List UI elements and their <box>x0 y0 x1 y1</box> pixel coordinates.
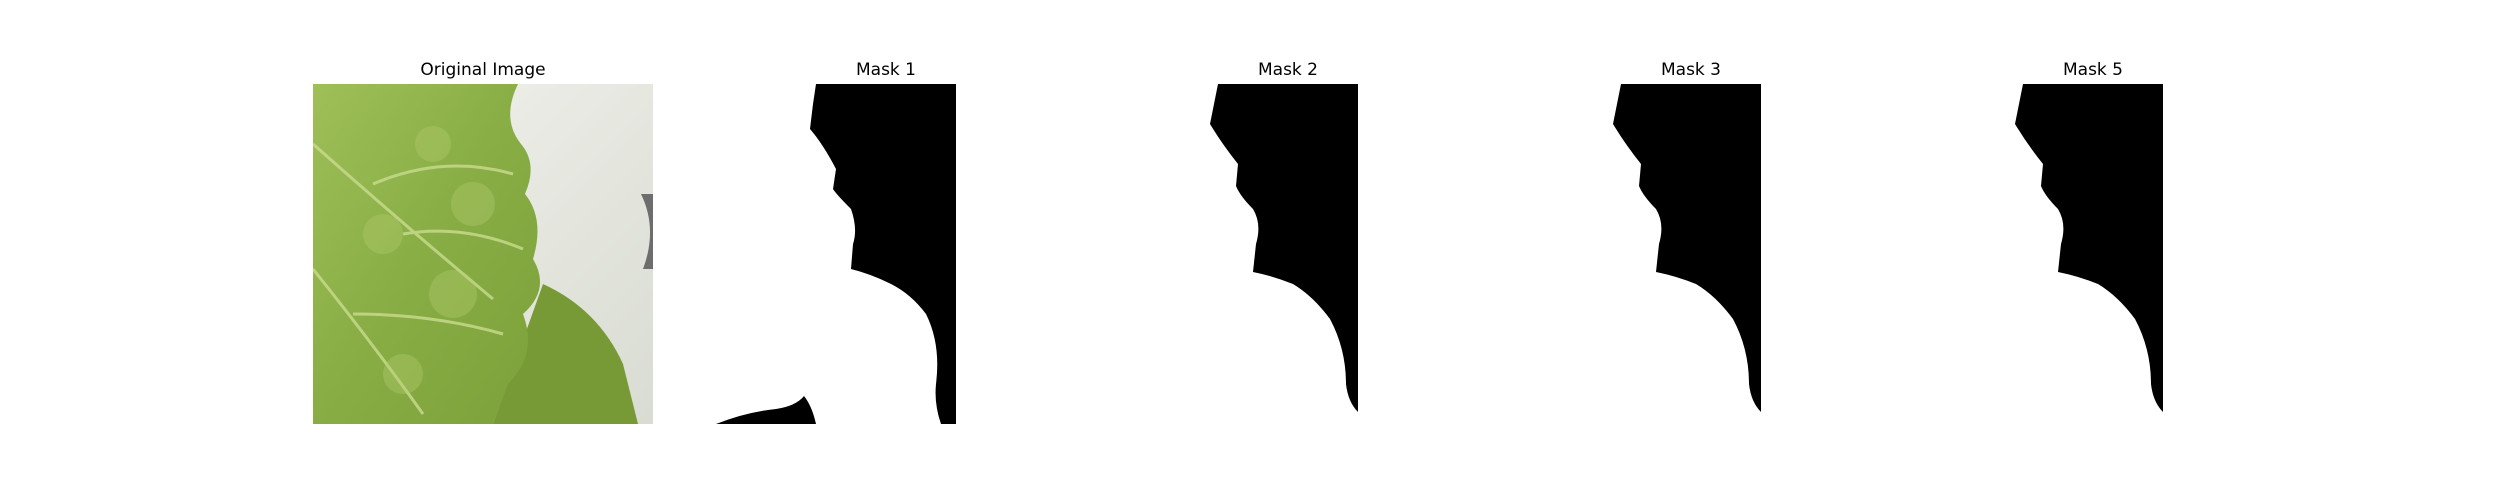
mask-5-image <box>1923 84 2263 424</box>
panel-mask-1: Mask 1 <box>716 0 1056 500</box>
panel-title: Mask 2 <box>1257 60 1318 80</box>
panel-title: Mask 5 <box>2062 60 2123 80</box>
original-leaf-photo <box>313 84 653 424</box>
panel-mask-5: Mask 5 <box>1923 0 2263 500</box>
panel-title: Original Image <box>420 60 546 80</box>
mask-3-image <box>1521 84 1861 424</box>
panel-title: Mask 3 <box>1660 60 1721 80</box>
mask-2-image <box>1118 84 1458 424</box>
panel-mask-2: Mask 2 <box>1118 0 1458 500</box>
panel-mask-3: Mask 3 <box>1521 0 1861 500</box>
mask-1-image <box>716 84 1056 424</box>
panel-title: Mask 1 <box>855 60 916 80</box>
panel-original-image: Original Image <box>313 0 653 500</box>
